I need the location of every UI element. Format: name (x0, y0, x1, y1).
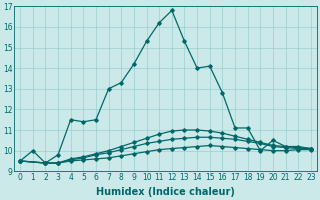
X-axis label: Humidex (Indice chaleur): Humidex (Indice chaleur) (96, 187, 235, 197)
